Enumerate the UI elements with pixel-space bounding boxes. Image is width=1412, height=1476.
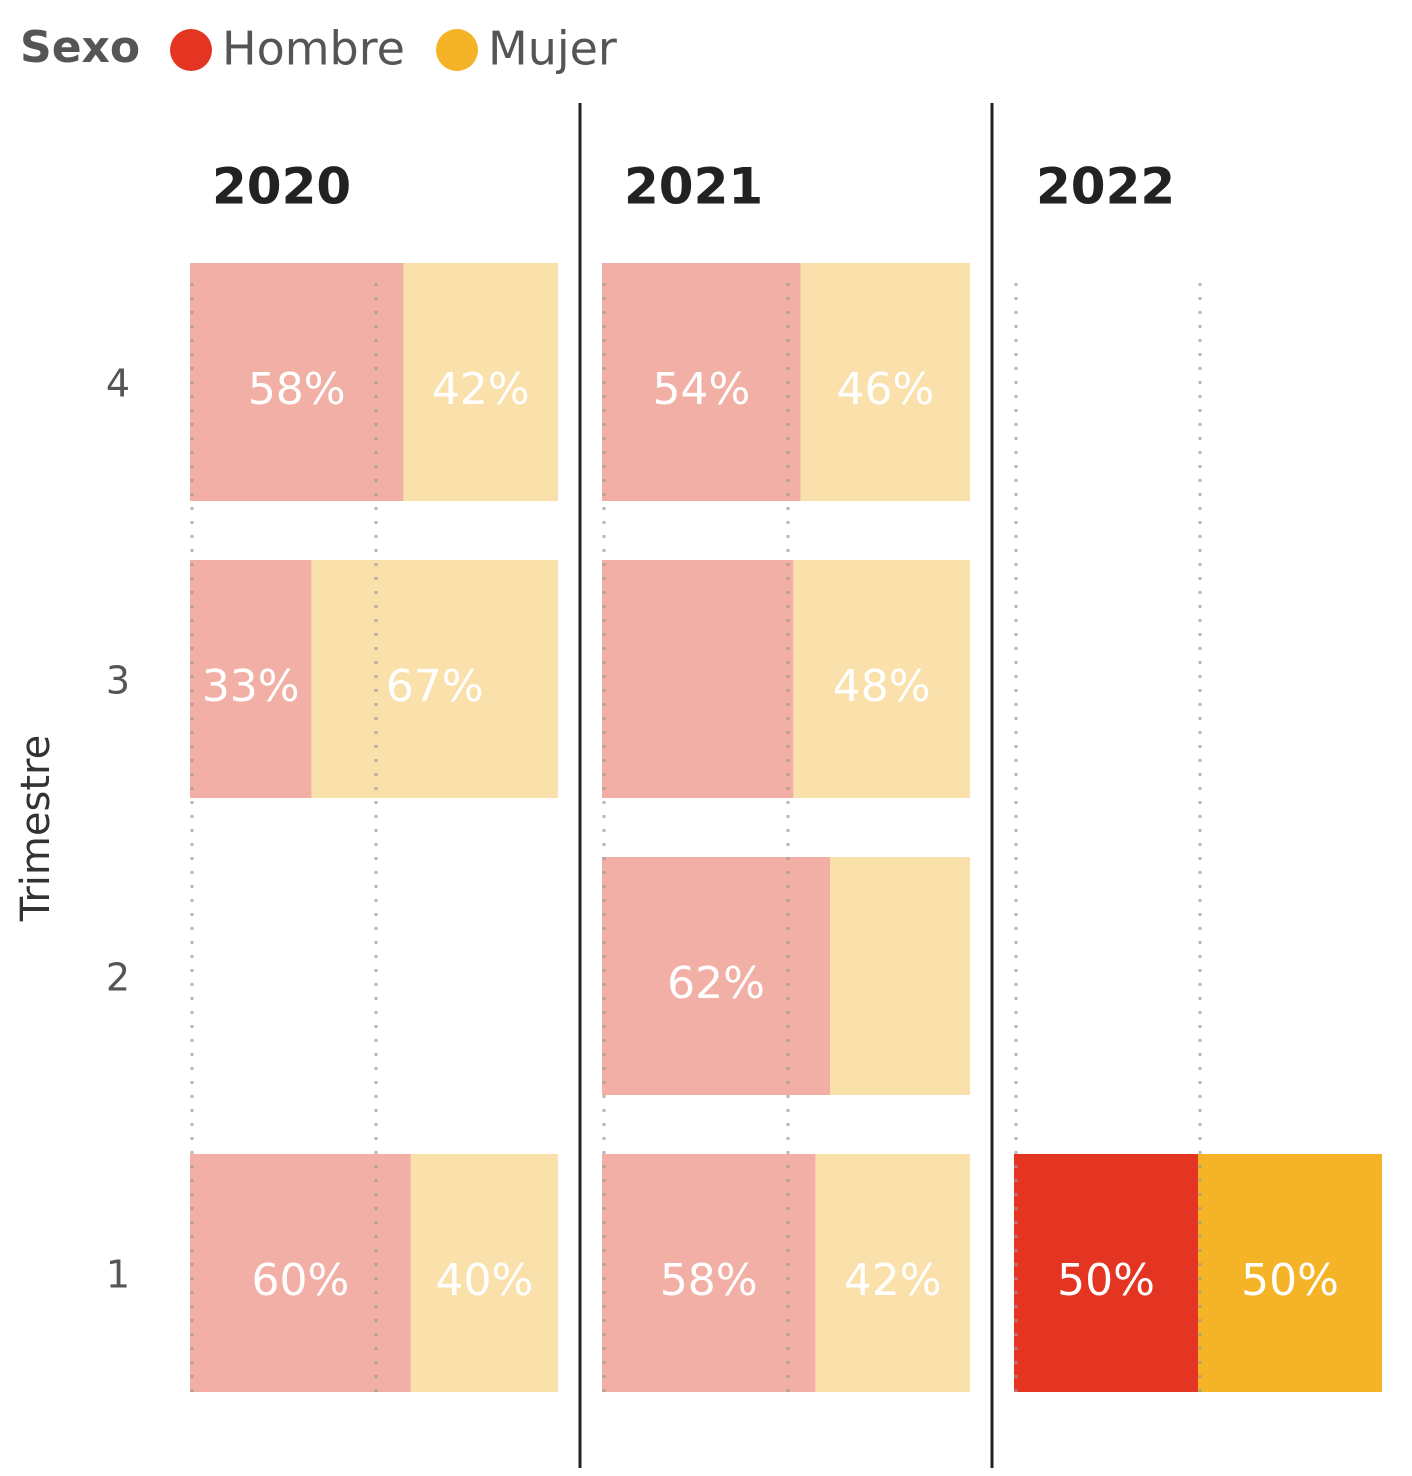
data-label: 58% — [660, 1255, 758, 1306]
panel-title: 2022 — [1036, 158, 1175, 216]
bar-segment — [403, 263, 558, 501]
bar-segment — [830, 857, 970, 1095]
data-label: 40% — [436, 1255, 534, 1306]
bar-segment — [311, 560, 558, 798]
data-label: 60% — [252, 1255, 350, 1306]
data-label: 50% — [1241, 1255, 1339, 1306]
bar-segment — [602, 560, 794, 798]
bar-segment — [190, 1154, 411, 1392]
bar-segment — [815, 1154, 970, 1392]
y-tick-label: 4 — [106, 362, 130, 406]
bar-segment — [190, 560, 312, 798]
bar-segment — [602, 857, 831, 1095]
bar-segment — [602, 263, 801, 501]
bar-segment — [190, 263, 404, 501]
bar-segment — [793, 560, 970, 798]
panel-title: 2021 — [624, 158, 763, 216]
bar-segment — [1198, 1154, 1382, 1392]
bar-segment — [602, 1154, 816, 1392]
data-label: 67% — [386, 661, 484, 712]
y-tick-label: 2 — [106, 956, 130, 1000]
data-label: 46% — [836, 364, 934, 415]
data-label: 42% — [844, 1255, 942, 1306]
bar-segment — [1014, 1154, 1198, 1392]
bar-segment — [800, 263, 970, 501]
y-tick-label: 1 — [106, 1253, 130, 1297]
legend-label: Mujer — [488, 22, 617, 76]
y-axis-label: Trimestre — [13, 735, 59, 922]
panel-title: 2020 — [212, 158, 351, 216]
data-label: 62% — [667, 958, 765, 1009]
data-label: 48% — [833, 661, 931, 712]
data-label: 33% — [202, 661, 300, 712]
legend-marker — [436, 29, 478, 71]
y-tick-label: 3 — [106, 659, 130, 703]
data-label: 50% — [1057, 1255, 1155, 1306]
data-label: 58% — [248, 364, 346, 415]
legend-label: Hombre — [222, 22, 405, 76]
legend-marker — [170, 29, 212, 71]
data-label: 54% — [652, 364, 750, 415]
data-label: 42% — [432, 364, 530, 415]
bar-segment — [410, 1154, 558, 1392]
legend-title: Sexo — [20, 22, 140, 73]
